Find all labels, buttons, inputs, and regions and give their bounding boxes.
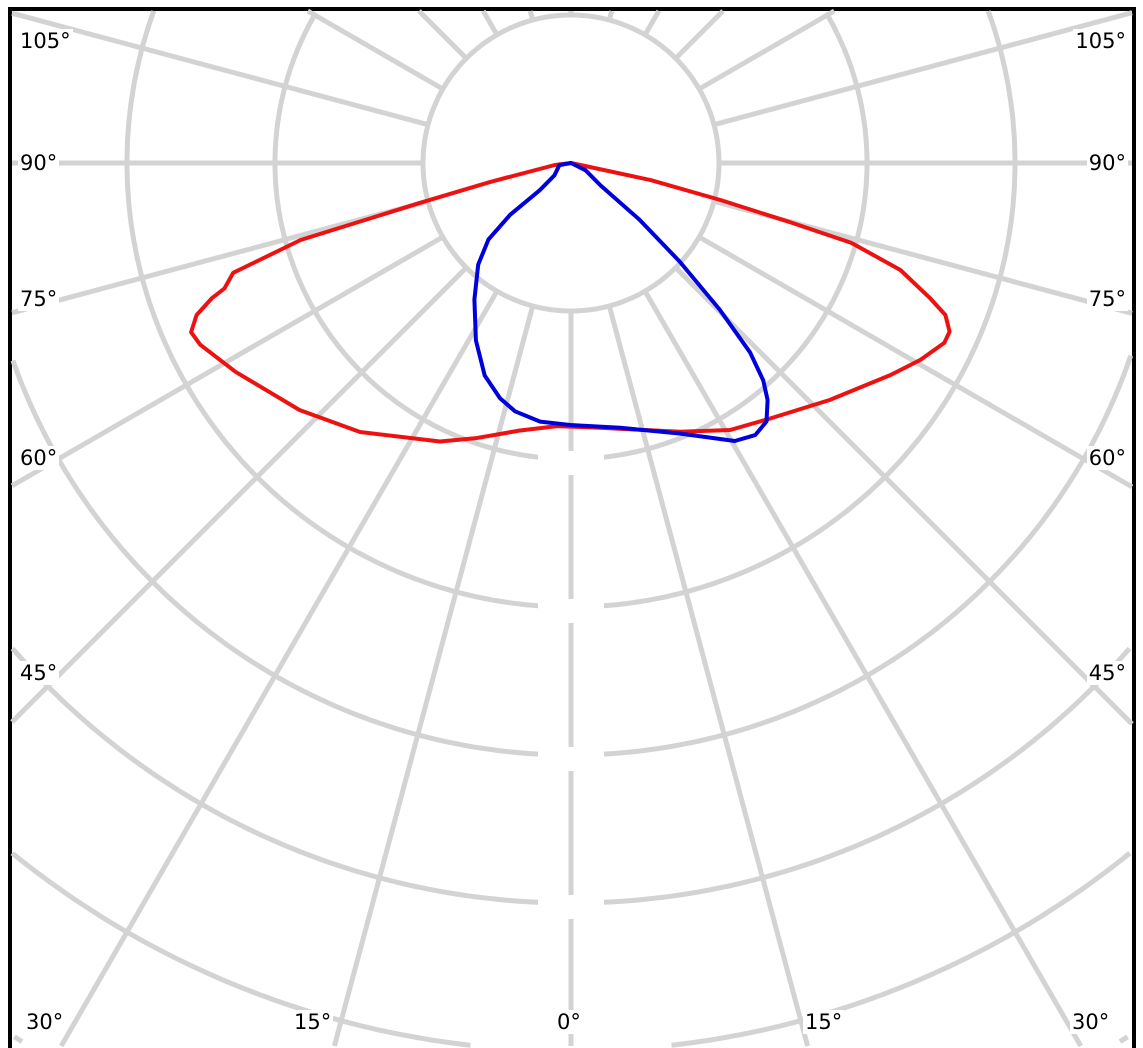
- grid-spoke: [642, 289, 1083, 1048]
- grid-spoke: [10, 234, 445, 488]
- angle-label-right-60: 60°: [1086, 446, 1128, 470]
- grid-ring: [13, 1034, 1129, 1044]
- radial-label-box: [538, 451, 604, 475]
- angle-label-bottom-30-left: 30°: [24, 1010, 66, 1034]
- angle-label-right-45: 45°: [1086, 661, 1128, 685]
- angle-label-bottom-30-right: 30°: [1070, 1010, 1112, 1034]
- grid-ring: [10, 354, 1134, 758]
- grid-spoke: [10, 265, 469, 724]
- grid-spoke: [417, 9, 469, 61]
- grid-ring: [10, 851, 1132, 1048]
- grid-ring: [124, 10, 1018, 610]
- grid-spoke: [697, 8, 836, 92]
- grid-spoke: [606, 10, 615, 21]
- grid-ring: [10, 646, 1132, 906]
- angle-label-right-105: 105°: [1073, 29, 1128, 53]
- angle-label-right-90: 90°: [1086, 151, 1128, 175]
- angle-label-bottom-0: 0°: [555, 1010, 583, 1034]
- radial-label-box: [538, 747, 604, 771]
- radial-label-box: [538, 895, 604, 919]
- grid-spoke: [642, 9, 661, 37]
- grid-spoke: [11, 10, 429, 128]
- radial-label-box: [538, 599, 604, 623]
- grid-spoke: [59, 289, 500, 1048]
- chart-frame: 105° 90° 75° 60° 45° 105° 90° 75° 60° 45…: [8, 7, 1136, 1048]
- angle-label-right-75: 75°: [1086, 287, 1128, 311]
- angle-label-left-105: 105°: [18, 29, 73, 53]
- angle-label-bottom-15-left: 15°: [292, 1010, 334, 1034]
- grid-spoke: [481, 9, 500, 37]
- grid-spoke: [331, 305, 536, 1047]
- series-curve-2: [472, 161, 770, 443]
- angle-label-left-75: 75°: [18, 287, 60, 311]
- angle-label-left-45: 45°: [18, 661, 60, 685]
- angle-label-left-90: 90°: [18, 151, 60, 175]
- grid-spoke: [306, 8, 445, 92]
- grid-spoke: [527, 10, 536, 21]
- grid-spoke: [713, 10, 1133, 128]
- angle-label-left-60: 60°: [18, 446, 60, 470]
- grid-spoke: [673, 9, 725, 61]
- grid-spoke: [673, 265, 1134, 726]
- angle-label-bottom-15-right: 15°: [803, 1010, 845, 1034]
